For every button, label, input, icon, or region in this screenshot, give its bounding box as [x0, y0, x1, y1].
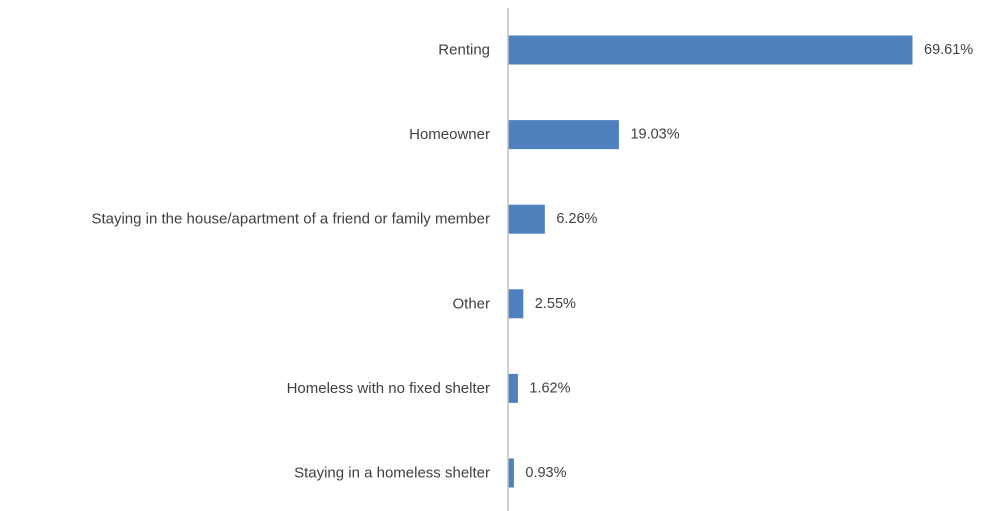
bar-staying-in-a-homeless-shelter	[508, 458, 514, 488]
value-label-staying-in-the-house-apartment-of-a-friend-or-family-member: 6.26%	[556, 211, 597, 227]
category-label-other: Other	[452, 295, 490, 312]
value-label-homeowner: 19.03%	[630, 127, 679, 143]
bar-homeless-with-no-fixed-shelter	[508, 373, 518, 403]
bar-other	[508, 289, 524, 319]
bar-staying-in-the-house-apartment-of-a-friend-or-family-member	[508, 204, 545, 234]
category-label-renting: Renting	[438, 42, 490, 59]
bar-homeowner	[508, 120, 619, 150]
bar-renting	[508, 35, 913, 65]
value-label-homeless-with-no-fixed-shelter: 1.62%	[529, 380, 570, 396]
labels-layer: Renting 69.61% Homeowner 19.03% Staying in t…	[91, 42, 973, 482]
category-label-staying-in-a-homeless-shelter: Staying in a homeless shelter	[294, 465, 490, 482]
category-label-homeowner: Homeowner	[409, 126, 490, 143]
category-label-homeless-with-no-fixed-shelter: Homeless with no fixed shelter	[287, 380, 490, 397]
category-label-staying-in-the-house-apartment-of-a-friend-or-family-member: Staying in the house/apartment of a frie…	[91, 211, 490, 228]
value-label-other: 2.55%	[535, 296, 576, 312]
value-label-staying-in-a-homeless-shelter: 0.93%	[525, 465, 566, 481]
bars-layer	[508, 35, 913, 488]
value-label-renting: 69.61%	[924, 42, 973, 58]
